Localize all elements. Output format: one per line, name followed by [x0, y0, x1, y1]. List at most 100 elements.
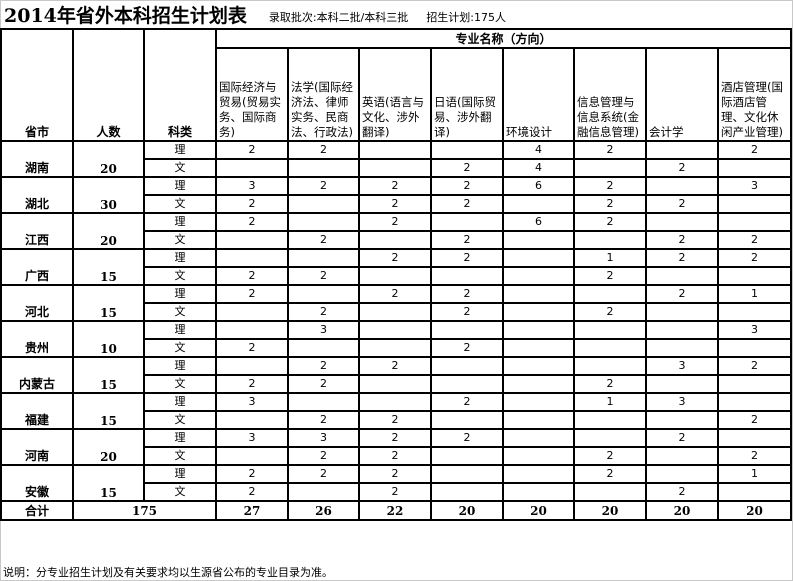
table-row: 河北 15 理 2 2 2 2 1: [0, 284, 792, 322]
quota-cell: [430, 482, 504, 502]
subject-type: 文: [143, 158, 217, 178]
quota-cell: 3: [287, 320, 360, 340]
quota-cell: 2: [215, 464, 289, 484]
quota-cell: 2: [645, 158, 719, 178]
province-count: 20: [72, 428, 145, 466]
table-row: 安徽 15 理 2 2 2 2 1: [0, 464, 792, 502]
table-row: 湖南 20 理 2 2 4 2 2: [0, 140, 792, 178]
quota-cell: 2: [573, 194, 647, 214]
quota-cell: 2: [358, 212, 432, 232]
province-name: 福建: [0, 392, 74, 430]
quota-cell: [717, 338, 792, 358]
quota-cell: 1: [717, 464, 792, 484]
quota-cell: [502, 410, 575, 430]
subject-type: 理: [143, 248, 217, 268]
quota-cell: [215, 248, 289, 268]
province-count: 15: [72, 464, 145, 502]
header-major: 法学(国际经济法、律师实务、民商法、行政法): [287, 47, 360, 142]
quota-cell: 4: [502, 140, 575, 160]
province-count: 15: [72, 248, 145, 286]
quota-cell: 2: [358, 464, 432, 484]
quota-cell: [287, 158, 360, 178]
quota-cell: 3: [287, 428, 360, 448]
quota-cell: [645, 374, 719, 394]
quota-cell: 2: [287, 410, 360, 430]
quota-cell: [358, 230, 432, 250]
quota-cell: [502, 266, 575, 286]
quota-cell: 2: [717, 446, 792, 466]
province-count: 20: [72, 212, 145, 250]
quota-cell: 2: [215, 284, 289, 304]
header-major: 日语(国际贸易、涉外翻译): [430, 47, 504, 142]
province-count: 15: [72, 392, 145, 430]
quota-cell: 2: [215, 266, 289, 286]
total-label: 合计: [0, 500, 74, 521]
quota-cell: 2: [287, 446, 360, 466]
quota-cell: 2: [645, 230, 719, 250]
quota-cell: 3: [215, 392, 289, 412]
quota-cell: [645, 410, 719, 430]
table-row: 江西 20 理 2 2 6 2: [0, 212, 792, 250]
quota-cell: [430, 374, 504, 394]
province-name: 贵州: [0, 320, 74, 358]
quota-cell: 2: [717, 230, 792, 250]
quota-cell: 2: [573, 302, 647, 322]
quota-cell: 2: [430, 230, 504, 250]
quota-cell: 2: [215, 374, 289, 394]
header-major: 会计学: [645, 47, 719, 142]
quota-cell: 2: [430, 428, 504, 448]
major-total: 27: [215, 500, 289, 521]
quota-cell: 2: [215, 482, 289, 502]
header-type: 科类: [143, 28, 217, 142]
subject-type: 理: [143, 140, 217, 160]
quota-cell: [215, 356, 289, 376]
quota-cell: [717, 158, 792, 178]
quota-cell: 2: [287, 230, 360, 250]
quota-cell: [430, 410, 504, 430]
quota-cell: [502, 428, 575, 448]
subject-type: 文: [143, 302, 217, 322]
quota-cell: [502, 392, 575, 412]
quota-cell: [287, 248, 360, 268]
subject-type: 理: [143, 212, 217, 232]
quota-cell: [215, 158, 289, 178]
quota-cell: [645, 320, 719, 340]
header-province: 省市: [0, 28, 74, 142]
quota-cell: 2: [287, 374, 360, 394]
subject-type: 文: [143, 374, 217, 394]
province-name: 河南: [0, 428, 74, 466]
quota-cell: 2: [430, 176, 504, 196]
total-count: 175: [72, 500, 217, 521]
quota-cell: [502, 464, 575, 484]
quota-cell: [430, 212, 504, 232]
quota-cell: 4: [502, 158, 575, 178]
major-total: 20: [645, 500, 719, 521]
quota-cell: 2: [645, 248, 719, 268]
quota-cell: 3: [645, 356, 719, 376]
quota-cell: 2: [430, 392, 504, 412]
quota-cell: 2: [717, 140, 792, 160]
quota-cell: [358, 320, 432, 340]
quota-cell: [573, 230, 647, 250]
quota-cell: 2: [358, 248, 432, 268]
quota-cell: 2: [287, 176, 360, 196]
quota-cell: 2: [358, 410, 432, 430]
quota-cell: [358, 266, 432, 286]
header-count: 人数: [72, 28, 145, 142]
province-count: 15: [72, 284, 145, 322]
quota-cell: 2: [287, 302, 360, 322]
quota-cell: 2: [287, 464, 360, 484]
quota-cell: [502, 194, 575, 214]
total-row: 合计 175 27 26 22 20 20 20 20 20: [0, 500, 792, 521]
quota-cell: [215, 302, 289, 322]
quota-cell: 2: [430, 158, 504, 178]
quota-cell: 2: [573, 374, 647, 394]
province-name: 广西: [0, 248, 74, 286]
quota-cell: 2: [215, 212, 289, 232]
province-name: 湖北: [0, 176, 74, 214]
